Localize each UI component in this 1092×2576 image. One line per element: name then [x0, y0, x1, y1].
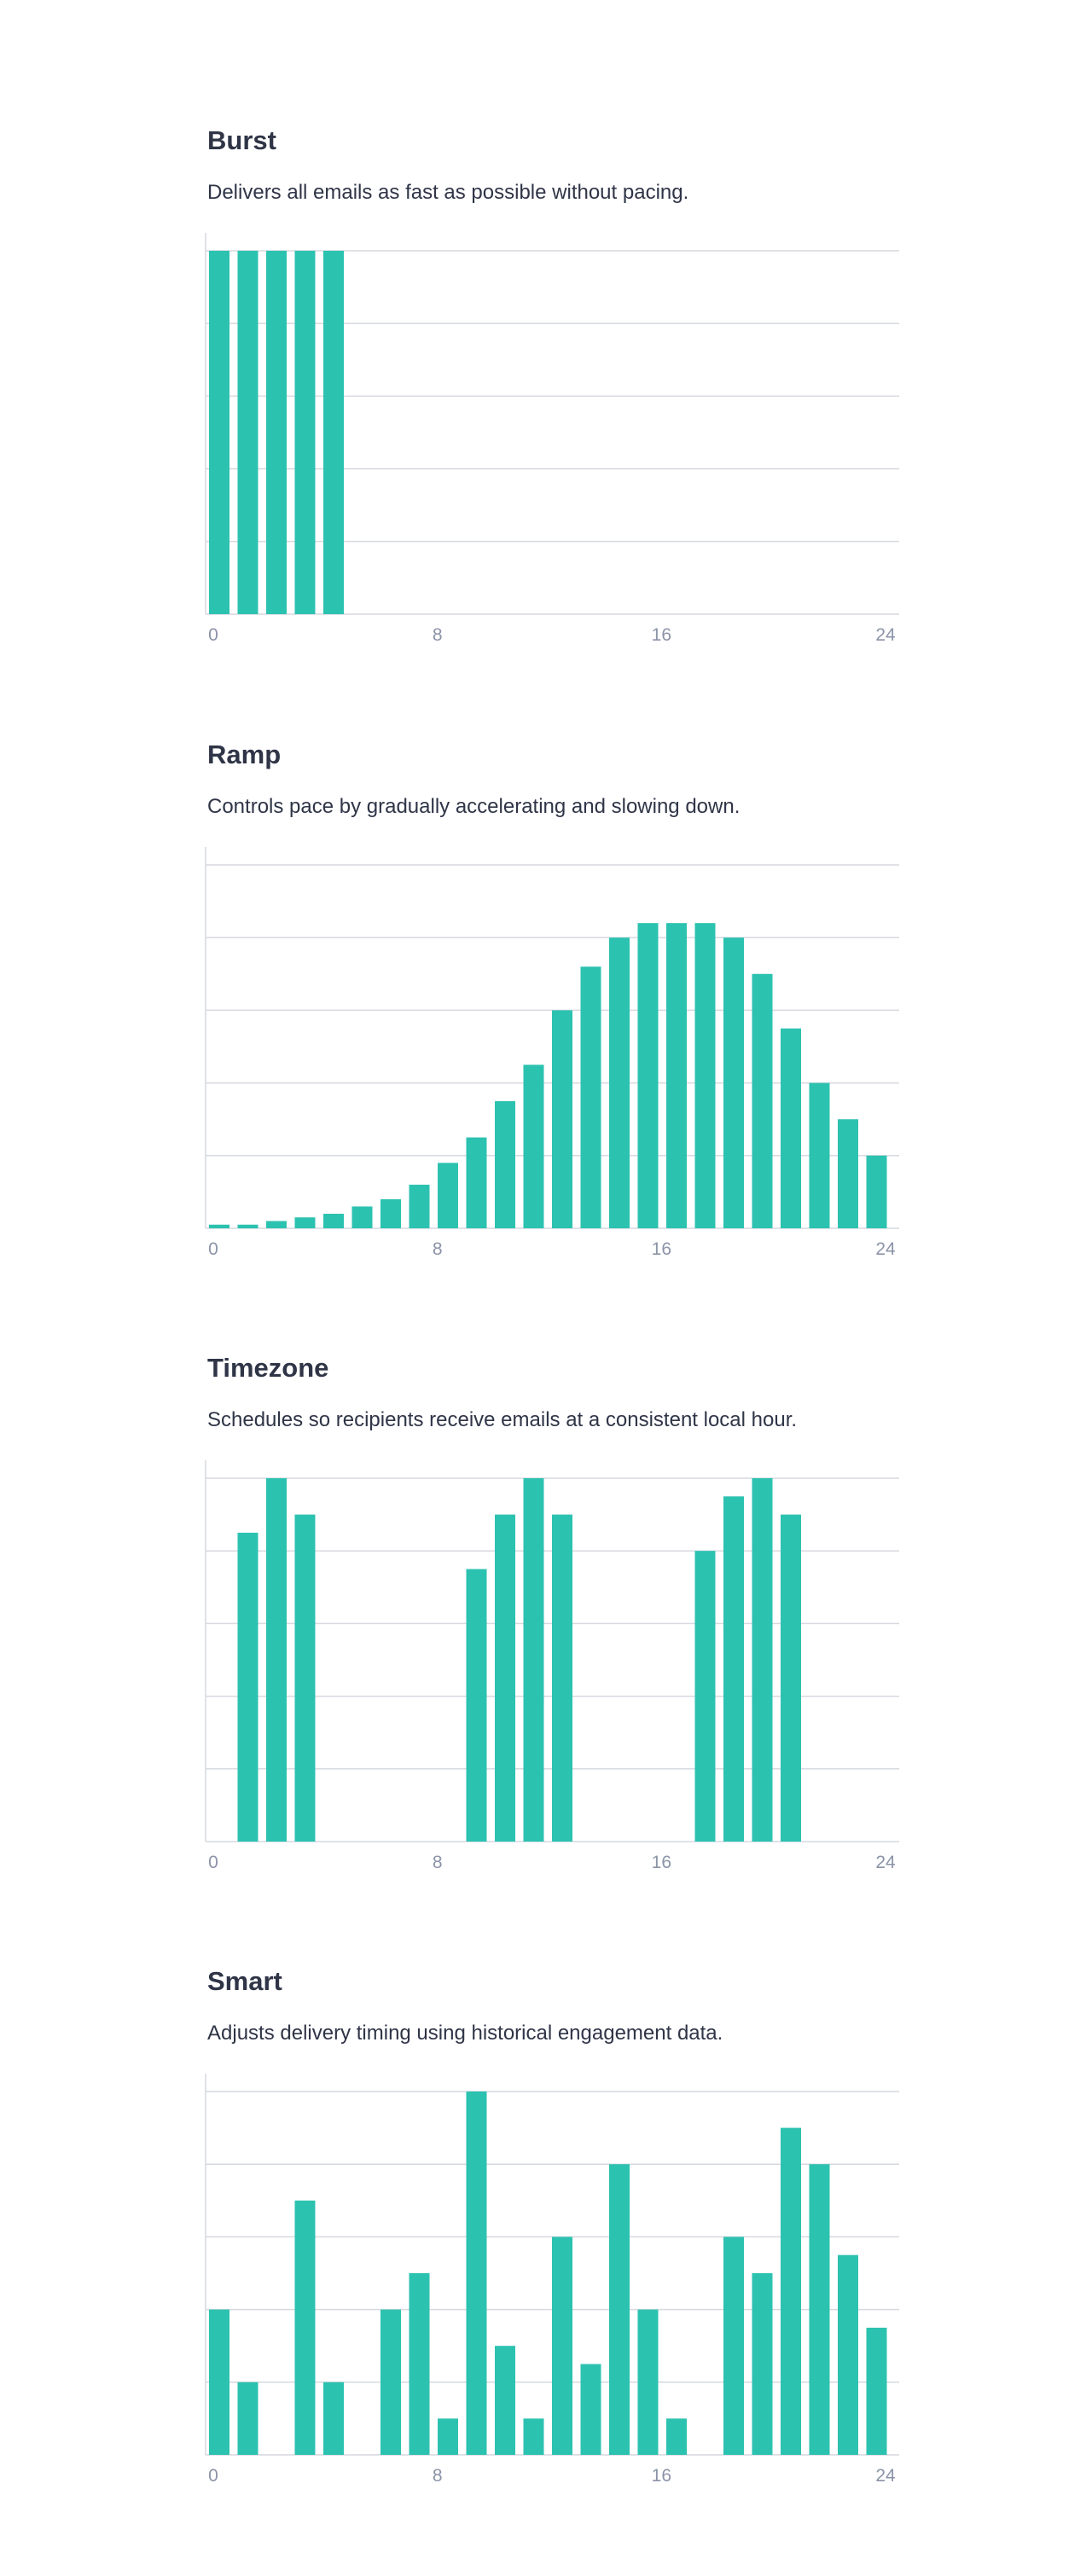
bar	[580, 2364, 601, 2455]
chart-description: Schedules so recipients receive emails a…	[207, 1408, 798, 1431]
bar	[781, 1514, 801, 1842]
x-tick-label: 0	[208, 1239, 218, 1259]
bar	[323, 2382, 344, 2455]
x-tick-label: 16	[652, 1239, 671, 1259]
x-tick-label: 24	[875, 625, 896, 645]
burst-chart: 0 8 16 24	[205, 233, 899, 645]
bar	[466, 1569, 487, 1842]
x-tick-label: 8	[433, 2466, 443, 2486]
x-tick-label: 0	[208, 625, 218, 645]
bar	[752, 973, 773, 1228]
bar	[580, 966, 601, 1228]
bar	[323, 1213, 344, 1228]
bar	[495, 2346, 515, 2455]
bar	[409, 2273, 430, 2455]
bar	[294, 1514, 316, 1842]
x-tick-label: 24	[875, 1853, 896, 1872]
smart-section: Smart Adjusts delivery timing using hist…	[0, 1841, 1092, 2486]
bar	[209, 2309, 229, 2455]
bar	[495, 1100, 515, 1228]
bar	[323, 251, 344, 614]
bar	[294, 1217, 316, 1228]
chart-title: Timezone	[207, 1353, 329, 1383]
bar	[523, 1478, 544, 1842]
bar	[809, 1082, 830, 1228]
x-tick-label: 8	[433, 625, 443, 645]
timezone-section: Timezone Schedules so recipients receive…	[0, 1227, 1092, 1872]
bar	[866, 1155, 887, 1228]
bar	[351, 1206, 373, 1228]
bar	[552, 2237, 572, 2455]
bar	[694, 923, 716, 1228]
bar	[781, 2127, 801, 2455]
bar	[380, 1198, 401, 1228]
bar	[723, 937, 744, 1228]
bar	[781, 1028, 801, 1228]
bar	[237, 251, 258, 614]
bar	[723, 1496, 744, 1842]
chart-title: Ramp	[207, 740, 282, 769]
bar	[552, 1010, 572, 1228]
bar	[609, 937, 630, 1228]
bar	[266, 251, 287, 614]
smart-chart: 0 8 16 24	[205, 2074, 899, 2486]
x-tick-label: 16	[652, 1853, 671, 1872]
bar	[237, 2382, 258, 2455]
x-tick-label: 16	[652, 2466, 671, 2486]
x-tick-label: 16	[652, 625, 671, 645]
bar	[809, 2164, 830, 2455]
bar	[495, 1514, 515, 1842]
bar	[666, 923, 687, 1228]
bar	[237, 1224, 258, 1228]
bar	[209, 1224, 229, 1228]
chart-title: Smart	[207, 1966, 282, 1996]
burst-section: Burst Delivers all emails as fast as pos…	[0, 0, 1092, 645]
bar	[552, 1514, 572, 1842]
x-tick-label: 8	[433, 1853, 443, 1872]
bar	[380, 2309, 401, 2455]
bar	[752, 2273, 773, 2455]
bar	[666, 2418, 687, 2455]
bar	[266, 1221, 287, 1228]
bar	[838, 1119, 858, 1228]
bar	[409, 1184, 430, 1228]
bar	[723, 2237, 744, 2455]
bar	[209, 251, 229, 614]
chart-description: Controls pace by gradually accelerating …	[207, 795, 741, 818]
bar	[752, 1478, 773, 1842]
bar	[637, 2309, 659, 2455]
x-tick-label: 0	[208, 2466, 218, 2486]
ramp-chart: 0 8 16 24	[205, 847, 899, 1259]
bar	[609, 2164, 630, 2455]
bar	[523, 2418, 544, 2455]
bar	[266, 1478, 287, 1842]
bar	[466, 2092, 487, 2455]
x-tick-label: 24	[875, 1239, 896, 1259]
bar	[466, 1137, 487, 1228]
bar	[838, 2254, 858, 2455]
ramp-section: Ramp Controls pace by gradually accelera…	[0, 614, 1092, 1259]
x-tick-label: 8	[433, 1239, 443, 1259]
chart-description: Delivers all emails as fast as possible …	[207, 181, 689, 204]
bar	[237, 1532, 258, 1842]
bar	[637, 923, 659, 1228]
bar	[523, 1065, 544, 1228]
bar	[866, 2327, 887, 2455]
bar	[294, 251, 316, 614]
bar	[438, 1163, 458, 1228]
chart-description: Adjusts delivery timing using historical…	[207, 2022, 723, 2045]
bar	[438, 2418, 458, 2455]
bar	[694, 1551, 716, 1842]
chart-title: Burst	[207, 125, 276, 155]
x-tick-label: 0	[208, 1853, 218, 1872]
timezone-chart: 0 8 16 24	[205, 1460, 899, 1872]
x-tick-label: 24	[875, 2466, 896, 2486]
bar	[294, 2200, 316, 2455]
